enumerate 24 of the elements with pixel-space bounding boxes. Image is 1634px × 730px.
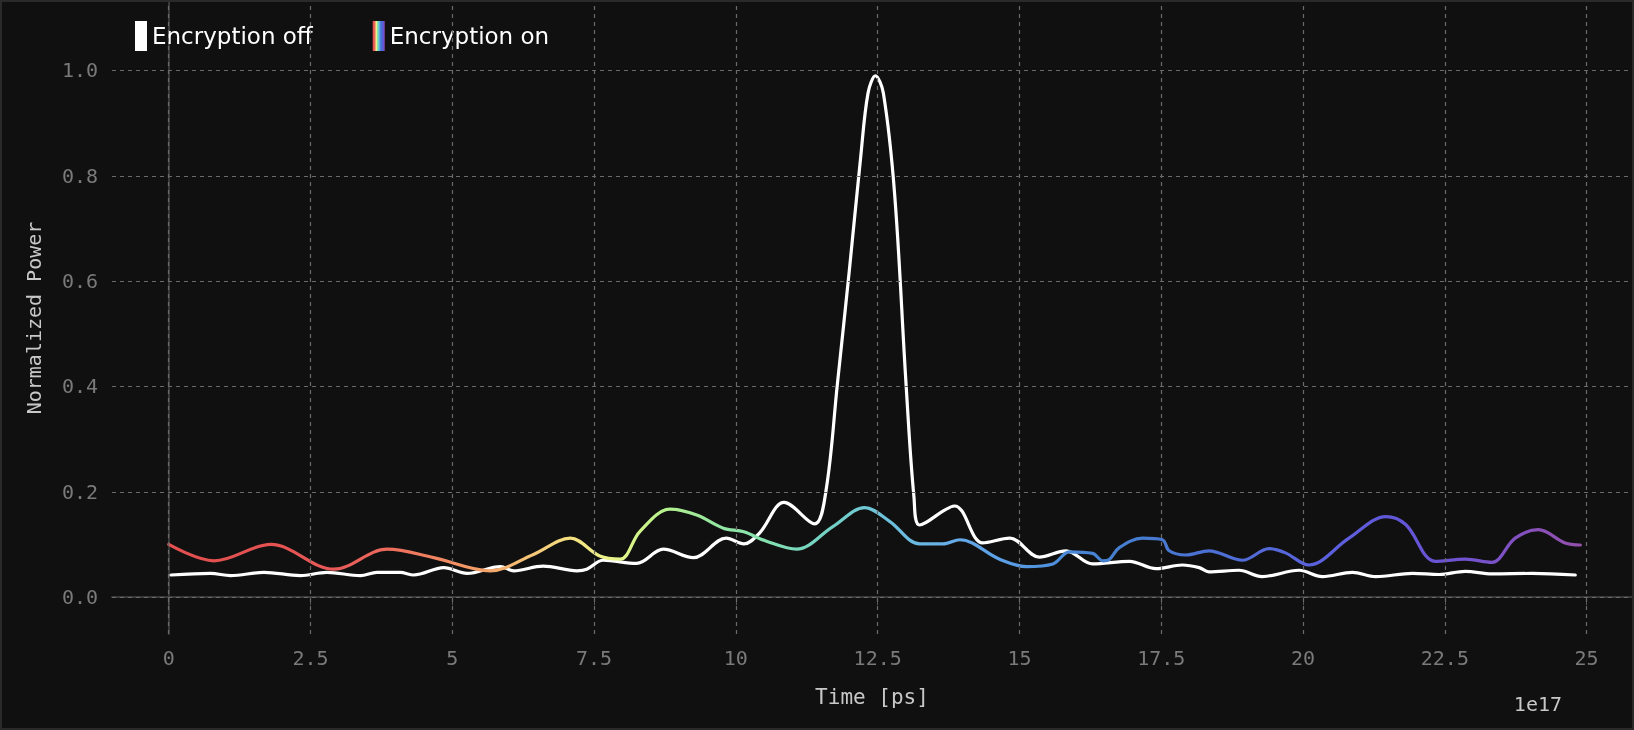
y-tick-label: 0.8 xyxy=(61,163,98,188)
line-series xyxy=(167,506,1582,573)
y-tick-label: 0.4 xyxy=(61,374,98,399)
y-tick-label: 0.0 xyxy=(61,585,98,610)
x-tick-label: 0 xyxy=(162,646,175,670)
x-tick-label: 7.5 xyxy=(576,646,613,670)
x-tick-label: 25 xyxy=(1574,646,1599,670)
y-tick-label: 1.0 xyxy=(61,58,98,83)
x-tick-label: 15 xyxy=(1007,646,1032,670)
x-tick-label: 22.5 xyxy=(1420,646,1469,670)
y-tick-label: 0.2 xyxy=(61,479,98,504)
text: 1e17 xyxy=(1513,692,1563,716)
x-tick-label: 5 xyxy=(446,646,459,670)
legend-label: Encryption off xyxy=(152,23,314,49)
legend-label: Encryption on xyxy=(389,23,550,49)
line-series xyxy=(169,74,1577,579)
y-axis-title: Normalized Power xyxy=(22,221,46,415)
x-tick-label: 20 xyxy=(1291,646,1316,670)
x-tick-label: 2.5 xyxy=(292,646,329,670)
x-tick-label: 12.5 xyxy=(853,646,902,670)
x-axis-title: Time [ps] xyxy=(815,684,929,709)
y-tick-label: 0.6 xyxy=(61,269,98,294)
x-tick-label: 17.5 xyxy=(1137,646,1186,670)
x-tick-label: 10 xyxy=(723,646,748,670)
